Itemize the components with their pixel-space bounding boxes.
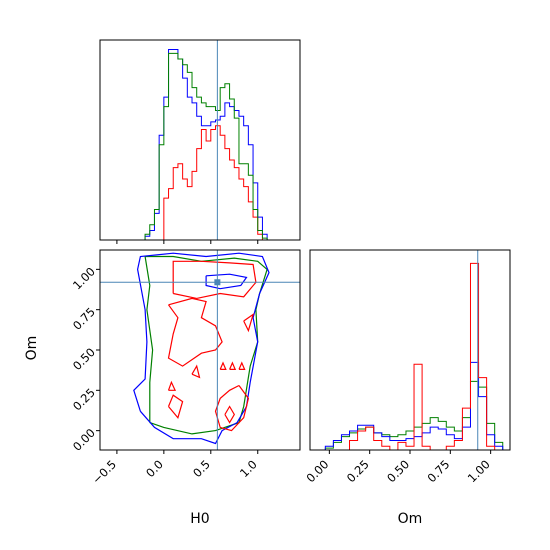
hist-h0-red-series [145,125,268,241]
contour-red-1 [167,297,223,367]
frame-hist-h0 [99,39,301,241]
contour-red-0 [172,260,257,300]
hist-h0-green-series [144,52,268,240]
tick-label-om-x-0: 0.00 [303,457,331,485]
panel-hist-om: 0.00 0.25 0.50 0.75 1.00 [303,249,511,485]
tick-label-om-y-4: 1.00 [70,264,98,292]
tick-label-om-x-2: 0.50 [384,457,412,485]
tick-label-h0-3: 1.0 [237,457,260,480]
tick-label-om-x-3: 0.75 [424,457,452,485]
x-axis-label-om: Om [398,511,423,527]
contour-blue-0 [133,252,270,445]
contour-red-10 [243,313,255,333]
hist-om-green-series [317,380,504,451]
x-axis-label-h0: H0 [190,511,209,527]
contour-red-3 [167,394,184,419]
tick-label-h0-2: 0.5 [190,457,213,480]
frame-scatter [99,249,301,451]
contour-red-9 [224,405,235,424]
hist-om-red-series [317,262,503,451]
contour-red-5 [167,380,177,391]
tick-label-h0-0: −0.5 [89,457,119,487]
contour-blue-1 [205,273,248,290]
tick-label-h0-1: 0.0 [143,457,166,480]
y-axis-label-om: Om [24,336,40,361]
contour-red-6 [219,361,227,370]
tick-label-om-y-0: 0.00 [70,426,98,454]
truth-marker [214,279,221,286]
contour-red-4 [191,364,201,379]
panel-hist-h0 [99,39,301,244]
contour-red-2 [214,384,250,432]
frame-hist-om [309,249,511,451]
panel-scatter-h0-om: −0.5 0.0 0.5 1.0 0.00 0.25 0.50 0.75 1.00 [70,249,301,487]
tick-label-om-x-1: 0.25 [344,457,372,485]
tick-label-om-x-4: 1.00 [465,457,493,485]
tick-label-om-y-2: 0.50 [70,345,98,373]
tick-label-om-y-3: 0.75 [70,305,98,333]
contour-red-8 [238,361,246,370]
tick-label-om-y-1: 0.25 [70,385,98,413]
contour-red-7 [229,361,237,370]
